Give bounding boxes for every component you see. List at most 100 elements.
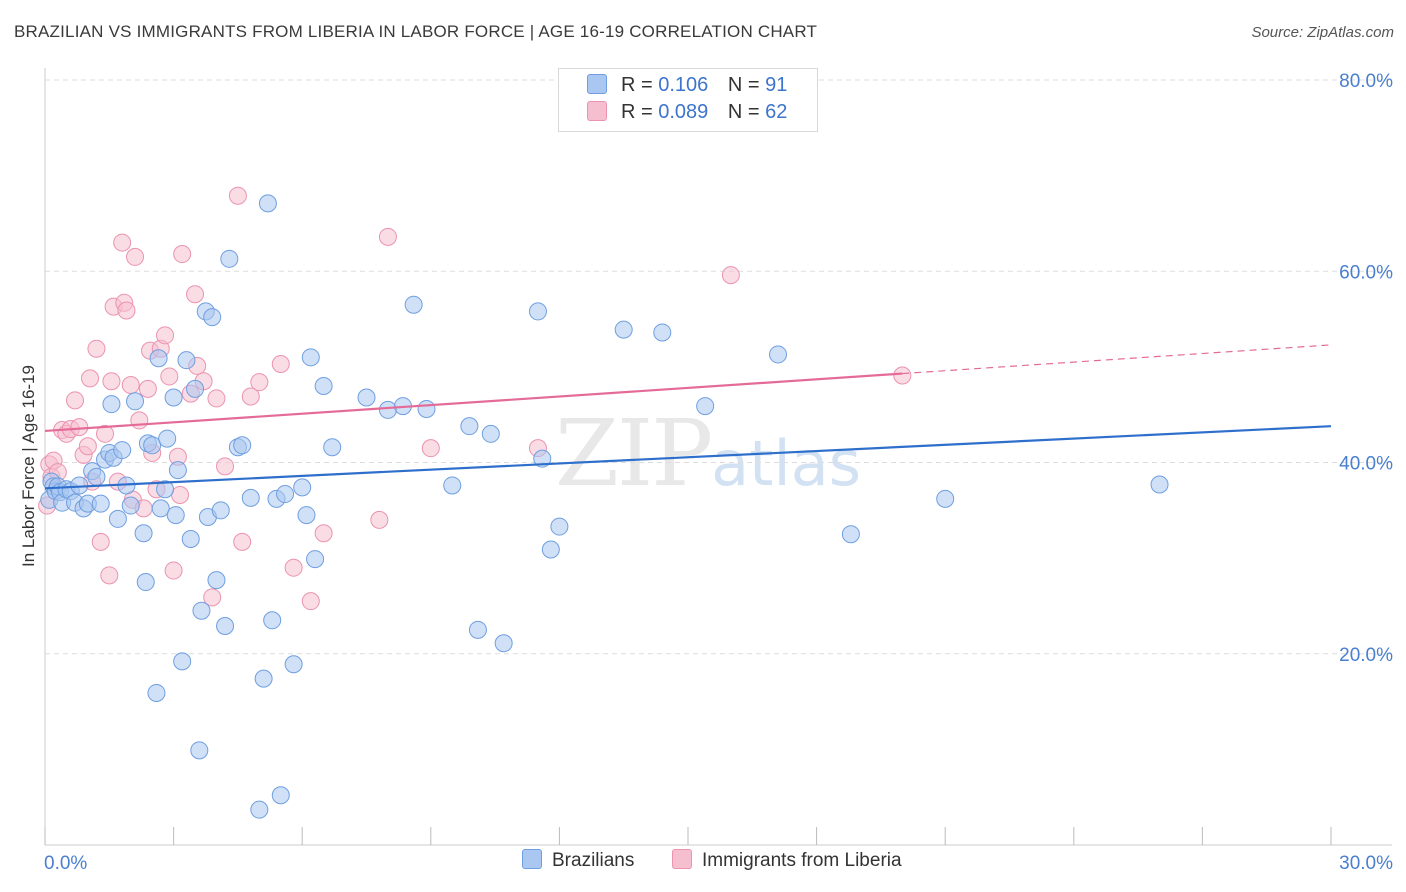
brazilian-point — [533, 449, 552, 468]
brazilians-legend-label: Brazilians — [552, 850, 635, 871]
liberia-point — [233, 532, 252, 551]
watermark-zip: ZIP — [555, 400, 713, 507]
brazilian-point — [147, 683, 166, 702]
brazilian-point — [121, 496, 140, 515]
brazilian-point — [936, 489, 955, 508]
y-tick-label: 40.0% — [1339, 454, 1393, 475]
brazilian-point — [136, 573, 155, 592]
brazilian-point — [108, 509, 127, 528]
brazilian-trend-line — [44, 425, 1332, 490]
legend-n-label: N = — [727, 101, 760, 123]
brazilian-point — [241, 488, 260, 507]
brazilian-point — [87, 467, 106, 486]
liberia-trend-line — [44, 372, 903, 433]
liberia-point — [121, 376, 140, 395]
tick-labels: 20.0% 40.0% 60.0% 80.0% 0.0% 30.0% — [44, 71, 1393, 874]
liberia-legend-swatch — [672, 848, 692, 869]
brazilian-point — [769, 345, 788, 364]
liberia-point — [160, 367, 179, 386]
bottom-legend-brazilians: Brazilians — [522, 848, 635, 872]
liberia-point — [87, 339, 106, 358]
brazilian-point — [301, 348, 320, 367]
brazilian-point — [91, 494, 110, 513]
liberia-point — [207, 389, 226, 408]
brazilian-point — [443, 476, 462, 495]
liberia-swatch — [587, 100, 607, 121]
brazilian-point — [203, 308, 222, 327]
brazilian-point — [166, 506, 185, 525]
liberia-point — [113, 233, 132, 252]
liberia-trend-extension — [902, 344, 1332, 375]
legend-r-value: 0.089 — [658, 101, 709, 123]
legend-row-liberia: R = 0.089 N = 62 — [587, 100, 788, 127]
y-axis-label: In Labor Force | Age 16-19 — [19, 365, 38, 567]
brazilian-point — [216, 617, 235, 636]
brazilian-point — [173, 652, 192, 671]
brazilian-point — [192, 601, 211, 620]
liberia-point — [216, 457, 235, 476]
brazilian-point — [177, 351, 196, 370]
brazilian-point — [528, 302, 547, 321]
chart-title: BRAZILIAN VS IMMIGRANTS FROM LIBERIA IN … — [14, 22, 818, 41]
brazilian-point — [186, 379, 205, 398]
brazilian-point — [134, 524, 153, 543]
brazilian-point — [113, 441, 132, 460]
brazilian-point — [156, 480, 175, 499]
liberia-legend-label: Immigrants from Liberia — [702, 850, 902, 871]
brazilian-point — [494, 634, 513, 653]
brazilian-point — [1150, 475, 1169, 494]
liberia-point — [203, 588, 222, 607]
liberia-point — [378, 227, 397, 246]
brazilian-point — [306, 550, 325, 569]
brazilian-point — [468, 620, 487, 639]
brazilian-point — [164, 388, 183, 407]
liberia-point — [271, 355, 290, 374]
legend-r-label: R = — [621, 74, 653, 96]
watermark: ZIPatlas — [555, 400, 861, 507]
liberia-point — [173, 245, 192, 264]
bottom-legend-liberia: Immigrants from Liberia — [672, 848, 902, 872]
stats-legend: R = 0.106 N = 91 R = 0.089 N = 62 — [558, 68, 818, 132]
brazilian-point — [541, 540, 560, 559]
brazilian-point — [190, 741, 209, 760]
brazilian-point — [263, 611, 282, 630]
brazilian-point — [207, 571, 226, 590]
brazilian-point — [158, 429, 177, 448]
liberia-point — [171, 486, 190, 505]
grid-lines — [45, 79, 1392, 655]
legend-n-label: N = — [727, 74, 760, 96]
brazilian-point — [550, 517, 569, 536]
brazilian-point — [314, 377, 333, 395]
liberia-point — [130, 411, 149, 430]
liberia-point — [81, 369, 100, 388]
brazilian-point — [460, 417, 479, 436]
brazilian-point — [168, 461, 187, 480]
brazilian-point — [297, 506, 316, 525]
brazilians-swatch — [587, 73, 607, 94]
y-tick-label: 80.0% — [1339, 71, 1393, 92]
x-tick-label-end: 30.0% — [1339, 853, 1393, 874]
liberia-point — [721, 266, 740, 285]
brazilian-point — [143, 436, 162, 455]
liberia-point — [91, 532, 110, 551]
liberia-point — [100, 566, 119, 585]
liberia-point — [301, 592, 320, 611]
brazilian-point — [323, 438, 342, 457]
brazilian-point — [258, 194, 277, 213]
liberia-point — [241, 387, 260, 406]
brazilian-point — [841, 525, 860, 544]
brazilian-point — [404, 295, 423, 314]
brazilian-point — [233, 436, 252, 455]
liberia-point — [156, 326, 175, 345]
brazilian-point — [211, 501, 230, 520]
liberia-point — [421, 439, 440, 458]
legend-n-value: 62 — [765, 101, 788, 123]
brazilians-legend-swatch — [522, 848, 542, 869]
liberia-point — [228, 186, 247, 205]
brazilian-point — [284, 655, 303, 674]
liberia-point — [284, 558, 303, 577]
brazilian-point — [181, 530, 200, 548]
legend-row-brazilians: R = 0.106 N = 91 — [587, 73, 787, 100]
liberia-point — [138, 379, 157, 398]
liberia-point — [102, 372, 121, 391]
